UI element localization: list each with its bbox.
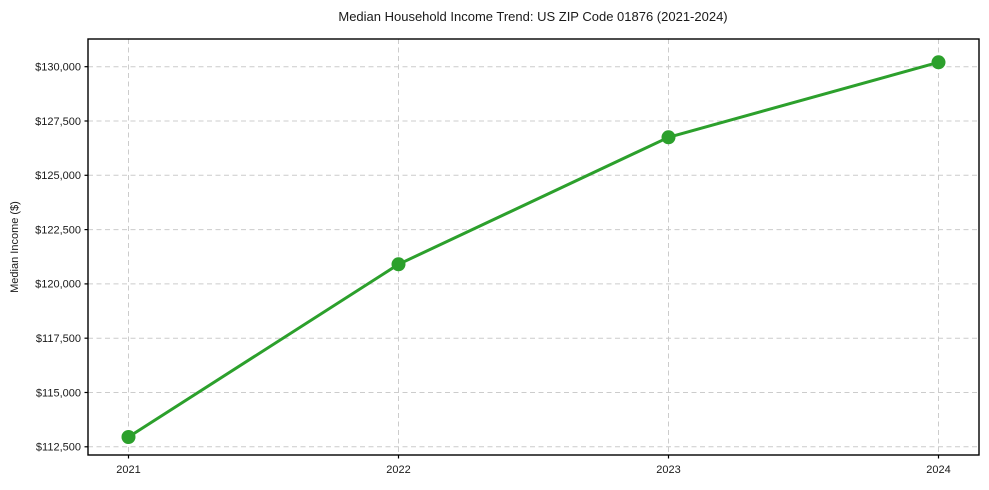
axis-ticks xyxy=(84,66,940,459)
x-tick-labels: 2021 2022 2023 2024 xyxy=(116,464,950,476)
x-tick-label: 2024 xyxy=(926,464,950,476)
x-tick-label: 2023 xyxy=(656,464,680,476)
data-point-2022 xyxy=(391,257,406,272)
y-tick-label: $112,500 xyxy=(36,442,81,454)
y-tick-label: $125,000 xyxy=(35,170,81,182)
y-tick-labels: $112,500 $115,000 $117,500 $120,000 $122,500… xyxy=(35,61,81,453)
y-tick-label: $115,000 xyxy=(36,387,81,399)
gridlines xyxy=(88,39,979,455)
data-point-2023 xyxy=(661,130,676,145)
plot-border xyxy=(87,38,980,456)
x-tick-label: 2022 xyxy=(386,464,410,476)
y-tick-label: $127,500 xyxy=(35,116,81,128)
x-tick-label: 2021 xyxy=(116,464,140,476)
chart-title: Median Household Income Trend: US ZIP Co… xyxy=(338,9,728,24)
data-point-2024 xyxy=(931,55,946,70)
y-tick-label: $130,000 xyxy=(35,61,81,73)
y-tick-label: $122,500 xyxy=(35,224,81,236)
data-point-markers xyxy=(121,55,946,444)
y-tick-label: $120,000 xyxy=(35,279,81,291)
data-point-2021 xyxy=(121,430,136,444)
trend-line xyxy=(127,60,940,439)
y-tick-label: $117,500 xyxy=(36,333,81,345)
